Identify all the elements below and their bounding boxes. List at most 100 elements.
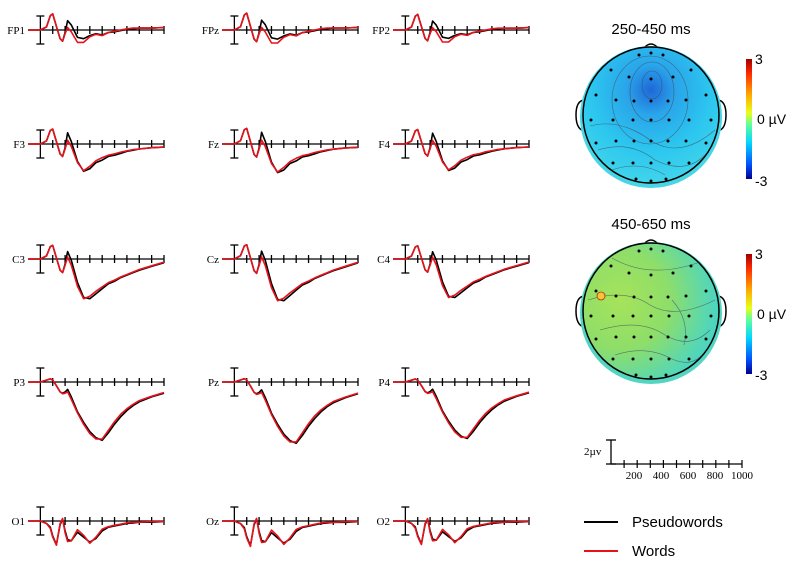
- waveform-pseudowords: [393, 378, 530, 440]
- erp-panel-f4: F4: [378, 128, 530, 172]
- electrode-dot: [649, 99, 653, 103]
- erp-panel-fpz: FPz: [202, 12, 359, 45]
- waveform-words: [393, 517, 529, 546]
- electrode-dot: [649, 295, 653, 299]
- scalp-map-1: [582, 46, 720, 184]
- waveform-words: [393, 128, 530, 171]
- waveform-words: [222, 517, 358, 548]
- electrode-dot: [649, 51, 653, 55]
- electrode-dot: [666, 139, 670, 143]
- erp-panel-fz: Fz: [208, 127, 359, 174]
- colorbar-1: 3 0 µV -3: [746, 51, 787, 189]
- legend: Pseudowords Words: [584, 514, 723, 560]
- erp-panel-c3: C3: [12, 244, 165, 300]
- electrode-dot: [649, 357, 653, 361]
- electrode-dot: [594, 289, 598, 293]
- colorbar-min: -3: [755, 173, 768, 189]
- electrode-dot: [684, 294, 688, 298]
- waveform-words: [222, 127, 359, 173]
- electrode-dot: [649, 77, 653, 81]
- scale-tick-label: 600: [680, 470, 697, 482]
- erp-panel-f3: F3: [13, 128, 165, 173]
- electrode-dot: [614, 139, 618, 143]
- electrode-dot: [661, 249, 665, 253]
- electrode-label: Pz: [208, 377, 219, 389]
- electrode-dot: [594, 337, 598, 341]
- electrode-dot: [632, 139, 636, 143]
- waveform-words: [393, 245, 530, 299]
- topo-map-450-650: 450-650 ms 3 0 µV -3: [575, 216, 787, 384]
- electrode-label: Fz: [208, 139, 219, 151]
- electrode-dot: [649, 118, 653, 122]
- erp-panel-o1: O1: [12, 506, 165, 546]
- electrode-dots-1: [589, 51, 713, 183]
- electrode-dot: [649, 335, 653, 339]
- waveform-words: [28, 13, 165, 44]
- waveform-words: [28, 244, 165, 300]
- electrode-dot: [594, 93, 598, 97]
- electrode-dot: [704, 93, 708, 97]
- colorbar-min: -3: [755, 367, 768, 383]
- colorbar-mid: 0 µV: [757, 306, 787, 322]
- electrode-dot: [594, 141, 598, 145]
- waveform-words: [393, 378, 530, 439]
- electrode-dot: [687, 161, 691, 165]
- electrode-dot: [609, 68, 613, 72]
- scale-bar: 2µv 200 400 600 800 1000: [584, 439, 754, 482]
- electrode-dot: [687, 118, 691, 122]
- electrode-label: FP1: [7, 25, 25, 37]
- electrode-dot: [649, 375, 653, 379]
- waveform-pseudowords: [28, 378, 165, 442]
- electrode-label: C3: [12, 254, 25, 266]
- waveform-words: [393, 13, 530, 43]
- electrode-label: P3: [13, 377, 25, 389]
- erp-panel-p4: P4: [378, 367, 530, 440]
- legend-label-pseudowords: Pseudowords: [632, 514, 723, 531]
- electrode-dot: [666, 335, 670, 339]
- erp-panel-fp1: FP1: [7, 13, 165, 45]
- electrode-label: FP2: [372, 25, 390, 37]
- electrode-dot: [631, 314, 635, 318]
- electrode-dot: [661, 53, 665, 57]
- electrode-dot: [671, 271, 675, 275]
- erp-panel-p3: P3: [13, 367, 165, 442]
- electrode-dot: [632, 99, 636, 103]
- electrode-label: O2: [377, 516, 390, 528]
- electrode-dot: [704, 337, 708, 341]
- electrode-label: F3: [13, 139, 25, 151]
- electrode-dot: [649, 314, 653, 318]
- erp-panel-o2: O2: [377, 506, 530, 546]
- electrode-dot: [611, 118, 615, 122]
- electrode-dot: [649, 247, 653, 251]
- electrode-label: Cz: [207, 254, 219, 266]
- legend-label-words: Words: [632, 543, 675, 560]
- waveform-words: [28, 128, 165, 172]
- electrode-dot: [667, 161, 671, 165]
- electrode-dot: [649, 273, 653, 277]
- electrode-dot: [687, 357, 691, 361]
- electrode-dot: [627, 271, 631, 275]
- electrode-dot: [589, 118, 593, 122]
- waveform-pseudowords: [222, 518, 359, 547]
- colorbar-max: 3: [755, 51, 763, 67]
- electrode-dot: [634, 373, 638, 377]
- electrode-dot: [609, 264, 613, 268]
- electrode-dot: [689, 264, 693, 268]
- electrode-dot: [649, 161, 653, 165]
- waveform-words: [28, 378, 165, 440]
- scale-tick-label: 400: [653, 470, 670, 482]
- erp-panel-c4: C4: [377, 244, 530, 299]
- electrode-dot: [684, 335, 688, 339]
- electrode-dot: [709, 314, 713, 318]
- electrode-dot: [631, 357, 635, 361]
- electrode-label: P4: [378, 377, 390, 389]
- electrode-dot: [671, 75, 675, 79]
- electrode-dot: [637, 249, 641, 253]
- electrode-dot: [664, 177, 668, 181]
- electrode-label: Oz: [206, 516, 219, 528]
- waveform-pseudowords: [28, 518, 165, 546]
- colorbar-max: 3: [755, 246, 763, 262]
- electrode-dot: [649, 179, 653, 183]
- electrode-dot: [689, 68, 693, 72]
